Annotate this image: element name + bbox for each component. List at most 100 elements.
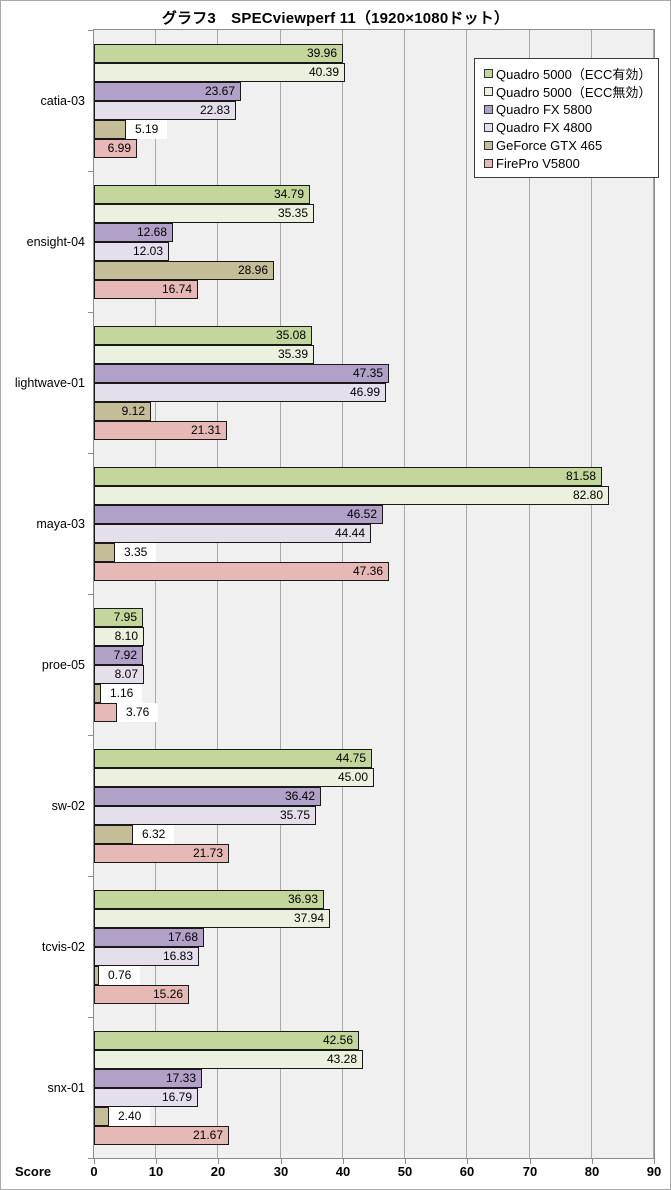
bar (94, 646, 143, 665)
bar (94, 63, 345, 82)
legend-item: FirePro V5800 (484, 154, 654, 172)
x-tick-label: 70 (522, 1164, 538, 1179)
bar (94, 966, 99, 985)
bar (94, 139, 137, 158)
bar-value-label: 28.96 (237, 263, 268, 277)
category-tick (88, 1158, 94, 1159)
legend-label: Quadro 5000（ECC有効） (496, 66, 652, 82)
bar-value-label: 21.67 (192, 1128, 223, 1142)
bar-value-label: 2.40 (109, 1107, 151, 1126)
bar (94, 223, 173, 242)
category-label: ensight-04 (26, 234, 85, 249)
bar-value-label: 16.83 (162, 949, 193, 963)
category-tick (88, 1017, 94, 1018)
category-label: proe-05 (41, 657, 85, 672)
bar (94, 806, 316, 825)
bar-value-label: 9.12 (121, 404, 145, 418)
category-tick (88, 171, 94, 172)
bar (94, 261, 274, 280)
bar-value-label: 45.00 (337, 770, 368, 784)
gridline (280, 30, 281, 1158)
x-tick-label: 60 (459, 1164, 475, 1179)
bar (94, 768, 374, 787)
chart-title: グラフ3 SPECviewperf 11（1920×1080ドット） (161, 10, 510, 27)
x-tick (343, 1159, 344, 1164)
bar-value-label: 36.42 (284, 789, 315, 803)
bar (94, 890, 324, 909)
bar-value-label: 82.80 (572, 488, 603, 502)
bar (94, 82, 241, 101)
legend-swatch (484, 68, 493, 78)
bar (94, 749, 372, 768)
bar-value-label: 7.92 (113, 648, 137, 662)
bar-value-label: 3.35 (115, 543, 157, 562)
bar (94, 345, 314, 364)
bar-value-label: 12.03 (132, 244, 163, 258)
legend-label: FirePro V5800 (496, 155, 580, 171)
bar-value-label: 0.76 (99, 966, 141, 985)
bar-value-label: 8.10 (114, 629, 138, 643)
bar (94, 383, 386, 402)
legend-swatch (484, 86, 493, 96)
bar-value-label: 35.08 (275, 328, 306, 342)
bar-value-label: 15.26 (152, 987, 183, 1001)
gridline (217, 30, 218, 1158)
legend-label: GeForce GTX 465 (496, 137, 603, 153)
bar-value-label: 5.19 (126, 120, 168, 139)
bar (94, 505, 383, 524)
bar (94, 326, 312, 345)
bar (94, 825, 133, 844)
bar (94, 787, 321, 806)
legend-swatch (484, 140, 493, 150)
bar (94, 421, 227, 440)
bar (94, 844, 229, 863)
bar-value-label: 46.52 (346, 507, 377, 521)
bar-value-label: 42.56 (322, 1033, 353, 1047)
bar (94, 684, 101, 703)
bar-value-label: 47.35 (352, 366, 383, 380)
bar (94, 1088, 198, 1107)
gridline (591, 30, 592, 1158)
bar (94, 524, 371, 543)
bar (94, 120, 126, 139)
category-tick (88, 453, 94, 454)
legend-swatch (484, 122, 493, 132)
bar (94, 44, 343, 63)
legend-item: Quadro 5000（ECC無効） (484, 82, 654, 100)
bar (94, 627, 144, 646)
bar (94, 909, 330, 928)
bar-value-label: 7.95 (113, 610, 137, 624)
bar-value-label: 34.79 (273, 187, 304, 201)
gridline (404, 30, 405, 1158)
bar-value-label: 6.32 (133, 825, 175, 844)
bar-value-label: 16.74 (161, 282, 192, 296)
bar-value-label: 17.68 (167, 930, 198, 944)
bar (94, 543, 115, 562)
bar-value-label: 40.39 (308, 65, 339, 79)
bar-value-label: 17.33 (165, 1071, 196, 1085)
bar (94, 947, 199, 966)
bar-value-label: 44.75 (335, 751, 366, 765)
plot-area: 39.96 40.39 23.67 22.83 5.19 6.99 34.79 35.35 12… (94, 30, 654, 1158)
legend-item: Quadro FX 4800 (484, 118, 654, 136)
category-tick (88, 594, 94, 595)
bar (94, 985, 189, 1004)
bar-value-label: 12.68 (136, 225, 167, 239)
bar (94, 562, 389, 581)
bar (94, 608, 143, 627)
category-tick (88, 30, 94, 31)
bar-value-label: 21.73 (192, 846, 223, 860)
legend-label: Quadro 5000（ECC無効） (496, 84, 652, 100)
bar-value-label: 81.58 (565, 469, 596, 483)
bar-value-label: 46.99 (349, 385, 380, 399)
bar-value-label: 36.93 (287, 892, 318, 906)
x-tick-label: 40 (335, 1164, 351, 1179)
bar-value-label: 47.36 (352, 564, 383, 578)
x-tick (218, 1159, 219, 1164)
bar (94, 1031, 359, 1050)
bar (94, 242, 169, 261)
bar-value-label: 43.28 (326, 1052, 357, 1066)
x-tick (654, 1159, 655, 1164)
bar-value-label: 35.35 (277, 206, 308, 220)
